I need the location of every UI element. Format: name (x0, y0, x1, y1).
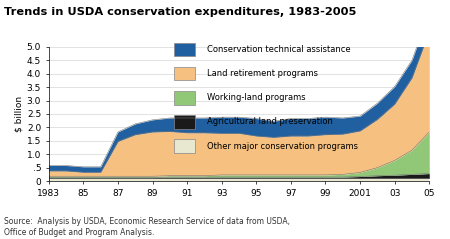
Text: Land retirement programs: Land retirement programs (207, 69, 318, 78)
Text: Agricultural land preservation: Agricultural land preservation (207, 118, 333, 126)
Text: Other major conservation programs: Other major conservation programs (207, 142, 358, 151)
Bar (174, 43, 195, 56)
Text: Conservation technical assistance: Conservation technical assistance (207, 45, 350, 54)
Y-axis label: $ billion: $ billion (15, 96, 24, 132)
Bar (174, 139, 195, 153)
Bar (174, 115, 195, 129)
Text: Trends in USDA conservation expenditures, 1983-2005: Trends in USDA conservation expenditures… (4, 7, 357, 17)
Text: Source:  Analysis by USDA, Economic Research Service of data from USDA,
Office o: Source: Analysis by USDA, Economic Resea… (4, 217, 291, 237)
Bar (174, 67, 195, 80)
Text: Working-land programs: Working-land programs (207, 93, 305, 102)
Bar (174, 91, 195, 104)
